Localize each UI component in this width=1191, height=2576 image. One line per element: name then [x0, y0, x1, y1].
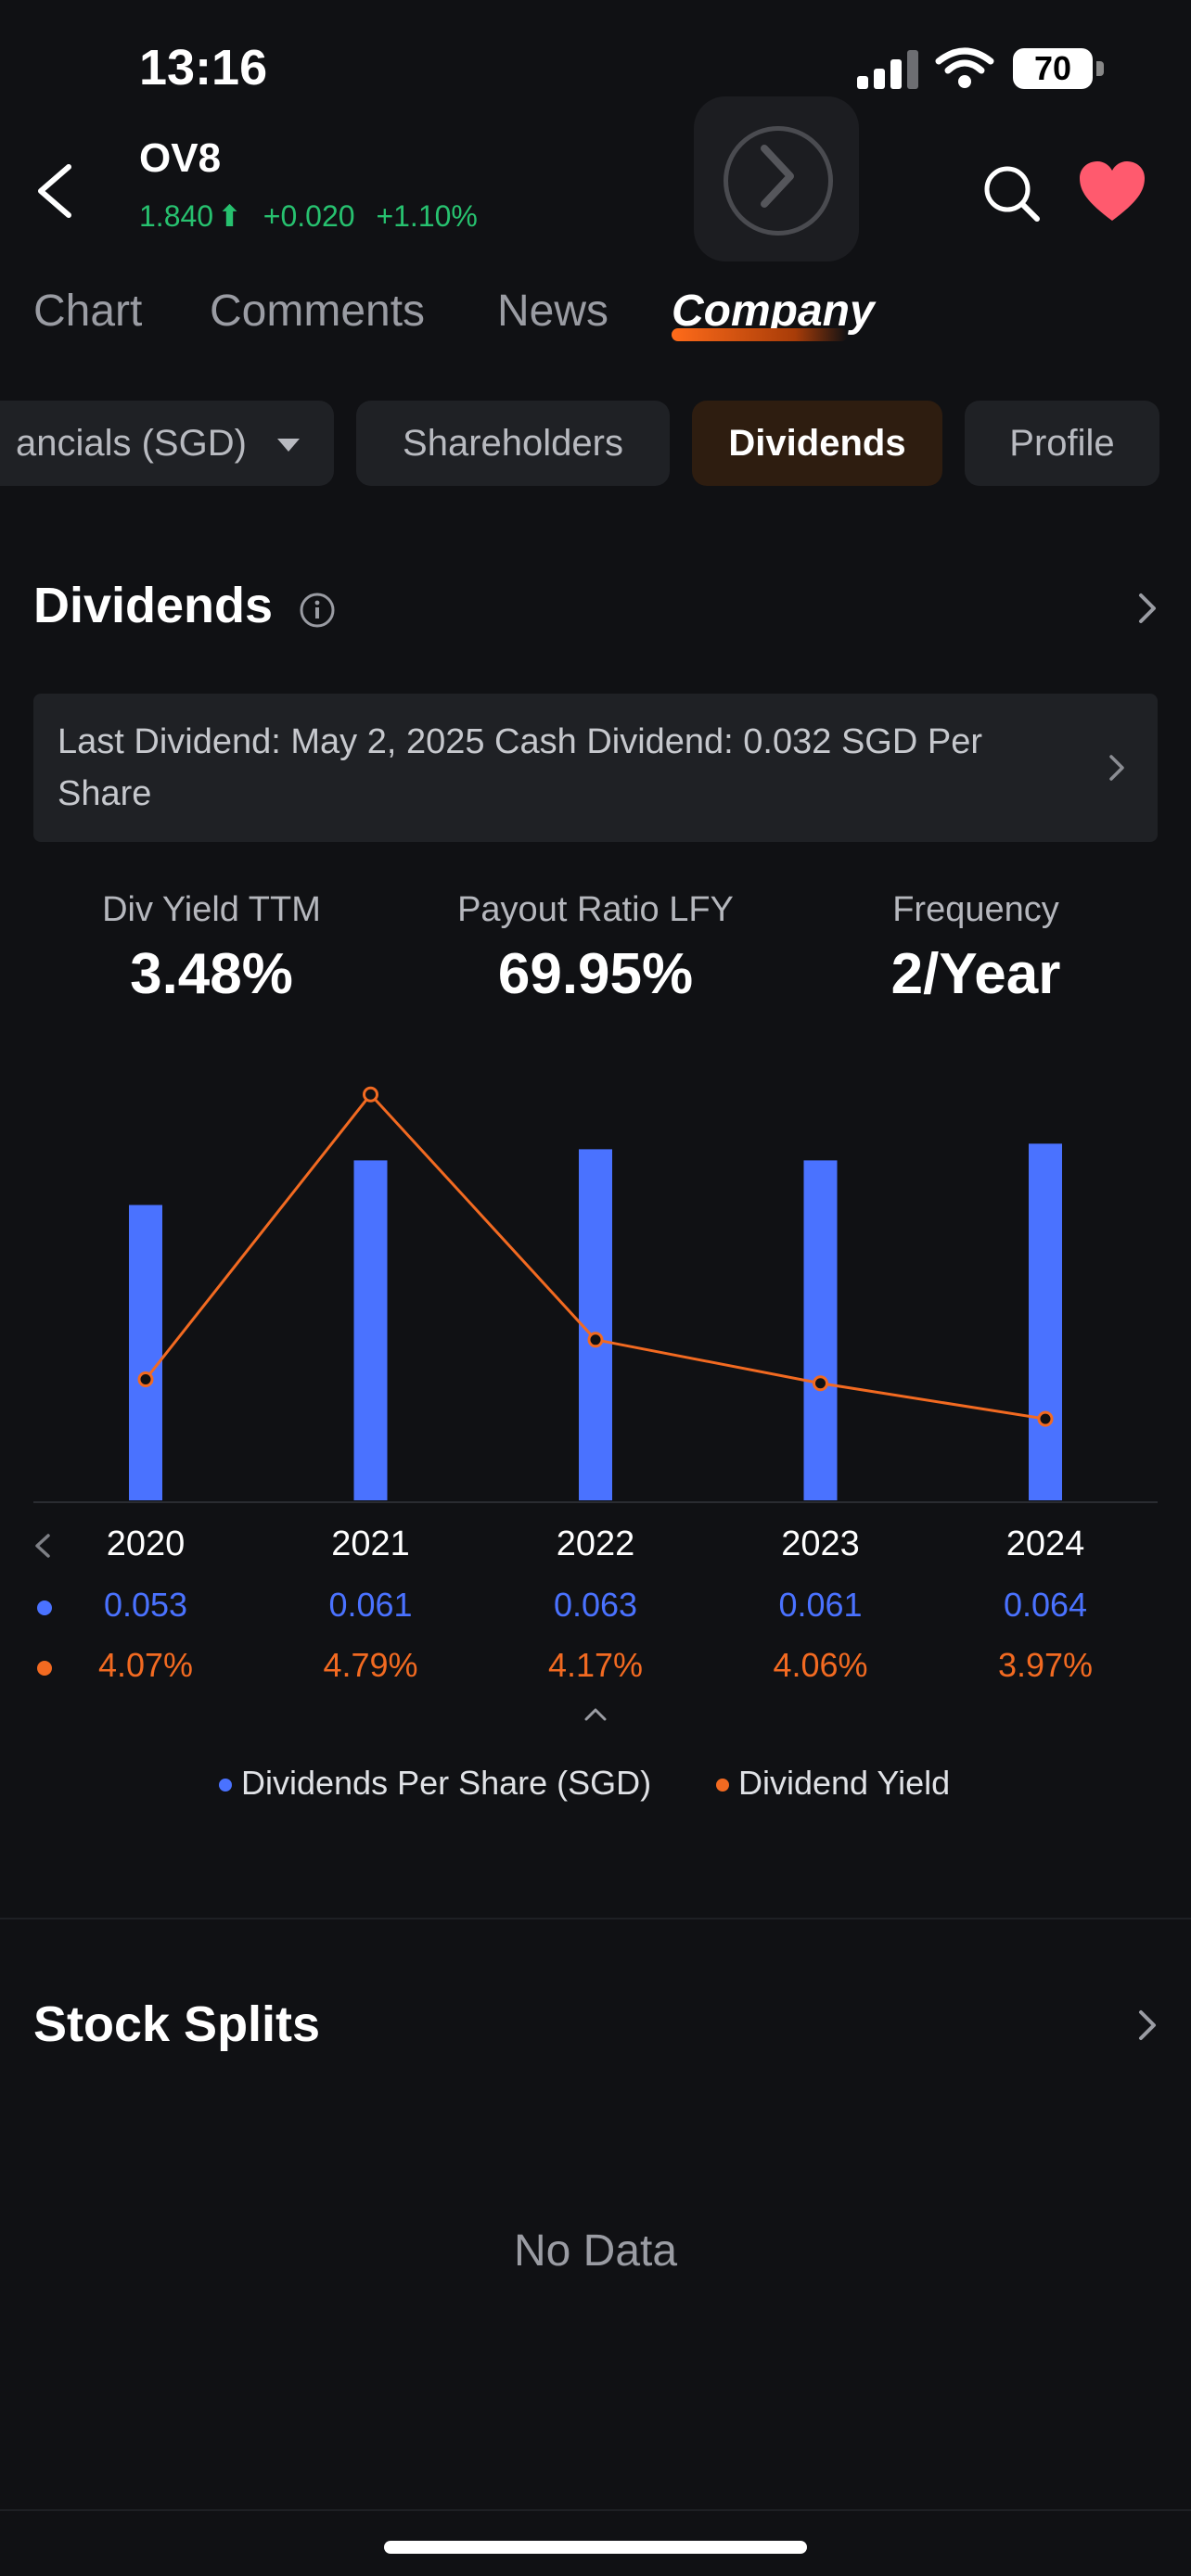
last-dividend-text: Last Dividend: May 2, 2025 Cash Dividend… [58, 722, 982, 813]
stat-div-yield-value: 3.48% [130, 942, 293, 1006]
yield-point [813, 1375, 828, 1392]
subtab-financials-label: ancials (SGD) [15, 423, 247, 464]
dividends-title: Dividends [33, 578, 274, 633]
stat-payout-ratio-label: Payout Ratio LFY [457, 890, 734, 929]
legend-yield-label: Dividend Yield [738, 1764, 951, 1802]
tab-news[interactable]: News [497, 287, 609, 336]
x-tick-label: 2024 [1005, 1524, 1085, 1563]
yield-value-label: 4.79% [323, 1646, 418, 1684]
home-indicator[interactable] [384, 2541, 807, 2554]
price-quote: 1.840 ⬆ +0.020 +1.10% [139, 198, 491, 234]
stat-payout-ratio-value: 69.95% [497, 942, 694, 1006]
stat-payout-ratio: Payout Ratio LFY 69.95% [410, 890, 781, 1007]
stat-frequency-value: 2/Year [890, 942, 1061, 1006]
stat-frequency-label: Frequency [892, 890, 1059, 929]
stock-splits-empty: No Data [513, 2226, 678, 2276]
dps-value-label: 0.061 [328, 1586, 413, 1624]
battery-indicator: 70 [1013, 48, 1093, 89]
dps-value-label: 0.063 [553, 1586, 638, 1624]
dps-value-label: 0.053 [103, 1586, 188, 1624]
caret-down-icon [277, 439, 301, 453]
active-tab-indicator [672, 328, 848, 341]
dps-bar [803, 1160, 838, 1500]
subtab-dividends[interactable]: Dividends [692, 401, 942, 486]
legend-dps-swatch [219, 1779, 232, 1792]
legend-yield-swatch [716, 1779, 729, 1792]
yield-value-label: 4.07% [97, 1646, 194, 1684]
legend-dps: Dividends Per Share (SGD) [219, 1764, 651, 1803]
bottom-divider [0, 2509, 1191, 2511]
up-arrow-icon: ⬆ [217, 199, 242, 233]
section-divider [0, 1918, 1191, 1919]
tab-company[interactable]: Company [672, 287, 875, 336]
legend-dps-label: Dividends Per Share (SGD) [241, 1764, 652, 1802]
collapse-caret-up-icon[interactable] [583, 1704, 608, 1728]
stock-splits-title: Stock Splits [33, 1996, 321, 2052]
dps-bar [129, 1205, 162, 1500]
main-tabs: Chart Comments News Company [0, 278, 1191, 352]
price-change: +0.020 [263, 199, 355, 233]
tab-chart[interactable]: Chart [33, 287, 143, 336]
yield-value-label: 4.17% [547, 1646, 644, 1684]
dps-bar [1029, 1143, 1062, 1500]
x-tick-label: 2021 [331, 1524, 410, 1563]
yield-point [1037, 1410, 1054, 1427]
dps-value-label: 0.061 [778, 1586, 863, 1624]
yield-value-label: 3.97% [997, 1646, 1094, 1684]
dps-series-dot [37, 1600, 52, 1615]
dividend-chart [33, 1086, 1158, 1503]
stat-frequency: Frequency 2/Year [790, 890, 1161, 1007]
dps-bar [579, 1149, 612, 1500]
stat-div-yield-label: Div Yield TTM [102, 890, 321, 929]
favorite-heart-icon[interactable] [1078, 159, 1146, 223]
yield-series-dot [37, 1661, 52, 1676]
yield-value-label: 4.06% [773, 1646, 868, 1684]
stock-ticker: OV8 [139, 135, 222, 181]
status-time: 13:16 [139, 40, 268, 96]
yield-point [363, 1086, 378, 1103]
subtab-shareholders[interactable]: Shareholders [356, 401, 670, 486]
back-arrow-icon[interactable] [32, 163, 78, 219]
status-icons: 70 [853, 45, 1113, 93]
price-value: 1.840 [139, 199, 214, 233]
chevron-right-icon [724, 126, 833, 236]
tab-comments[interactable]: Comments [210, 287, 426, 336]
stat-div-yield: Div Yield TTM 3.48% [26, 890, 397, 1007]
legend-yield: Dividend Yield [716, 1764, 950, 1803]
x-tick-label: 2022 [556, 1524, 635, 1563]
dps-value-label: 0.064 [1003, 1586, 1088, 1624]
signal-wifi-icon [857, 47, 994, 89]
search-icon[interactable] [981, 163, 1041, 223]
yield-point [137, 1371, 154, 1387]
dividends-more-chevron-icon[interactable] [1133, 590, 1161, 627]
subtab-financials[interactable]: ancials (SGD) [0, 401, 334, 486]
banner-chevron-icon [1109, 755, 1124, 781]
x-tick-label: 2020 [106, 1524, 186, 1563]
x-tick-label: 2023 [781, 1524, 860, 1563]
yield-point [587, 1332, 604, 1348]
subtab-profile[interactable]: Profile [965, 401, 1159, 486]
next-stock-button[interactable] [694, 96, 859, 261]
last-dividend-banner[interactable]: Last Dividend: May 2, 2025 Cash Dividend… [33, 694, 1158, 842]
stock-splits-chevron-icon[interactable] [1133, 2007, 1161, 2044]
info-icon[interactable] [299, 592, 336, 629]
price-change-pct: +1.10% [376, 199, 478, 233]
chart-scroll-left-icon[interactable] [32, 1532, 54, 1564]
dps-bar [353, 1160, 388, 1500]
battery-tip [1096, 61, 1104, 76]
